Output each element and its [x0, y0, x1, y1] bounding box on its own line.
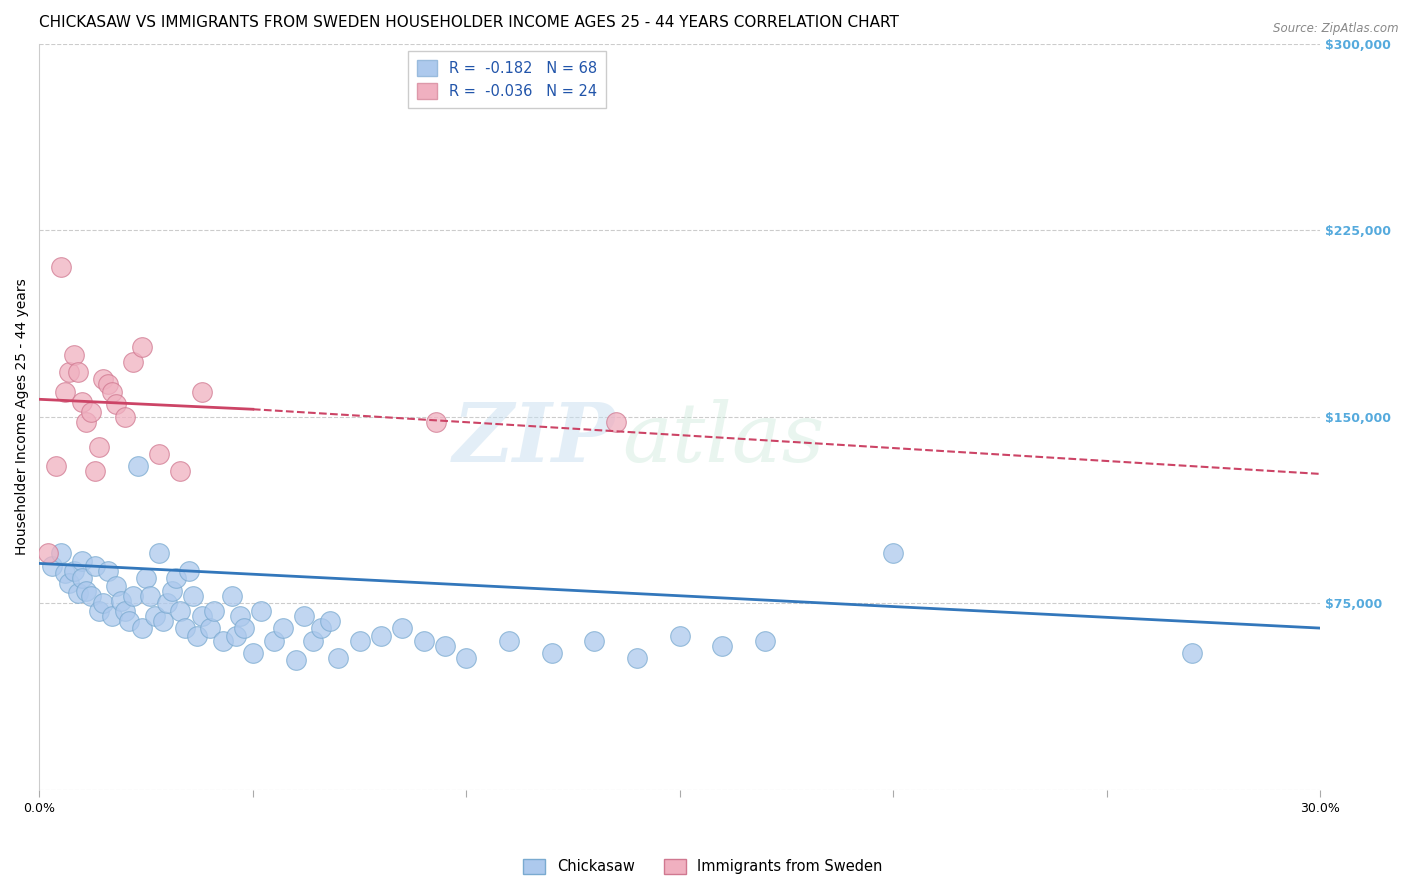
Point [135, 571, 157, 585]
Point [225, 629, 247, 643]
Point [84, 558, 107, 573]
Point [37, 547, 59, 561]
Point [89, 440, 111, 454]
Text: atlas: atlas [621, 399, 824, 479]
Point [605, 415, 627, 429]
Point [198, 621, 221, 635]
Point [456, 651, 478, 665]
Point [58, 576, 80, 591]
Point [370, 629, 392, 643]
Point [49, 260, 72, 275]
Point [284, 653, 307, 667]
Legend: Chickasaw, Immigrants from Sweden: Chickasaw, Immigrants from Sweden [517, 853, 889, 880]
Point [263, 633, 285, 648]
Point [75, 583, 97, 598]
Point [498, 633, 520, 648]
Point [349, 633, 371, 648]
Point [177, 564, 200, 578]
Point [45, 459, 67, 474]
Point [169, 604, 191, 618]
Point [62, 564, 84, 578]
Point [169, 465, 191, 479]
Point [626, 651, 648, 665]
Point [139, 589, 162, 603]
Point [754, 633, 776, 648]
Text: CHICKASAW VS IMMIGRANTS FROM SWEDEN HOUSEHOLDER INCOME AGES 25 - 44 YEARS CORREL: CHICKASAW VS IMMIGRANTS FROM SWEDEN HOUS… [39, 15, 900, 30]
Point [122, 589, 145, 603]
Point [540, 646, 562, 660]
Point [148, 547, 170, 561]
Point [309, 621, 332, 635]
Point [391, 621, 413, 635]
Point [62, 347, 84, 361]
Point [181, 589, 204, 603]
Point [118, 614, 141, 628]
Point [328, 651, 350, 665]
Point [114, 604, 136, 618]
Point [131, 340, 153, 354]
Point [70, 394, 93, 409]
Point [93, 596, 115, 610]
Point [152, 614, 174, 628]
Point [53, 384, 76, 399]
Point [49, 547, 72, 561]
Point [101, 608, 124, 623]
Point [122, 355, 145, 369]
Point [131, 621, 153, 635]
Point [233, 621, 256, 635]
Point [229, 608, 252, 623]
Point [70, 554, 93, 568]
Point [190, 384, 212, 399]
Y-axis label: Householder Income Ages 25 - 44 years: Householder Income Ages 25 - 44 years [15, 278, 30, 555]
Point [79, 589, 101, 603]
Point [882, 547, 904, 561]
Point [75, 415, 97, 429]
Point [79, 405, 101, 419]
Point [93, 372, 115, 386]
Text: Source: ZipAtlas.com: Source: ZipAtlas.com [1274, 22, 1399, 36]
Point [1181, 646, 1204, 660]
Point [97, 564, 120, 578]
Point [212, 633, 235, 648]
Point [58, 365, 80, 379]
Point [221, 589, 243, 603]
Point [114, 409, 136, 424]
Point [41, 558, 63, 573]
Point [89, 604, 111, 618]
Point [66, 365, 89, 379]
Point [156, 596, 179, 610]
Point [250, 604, 273, 618]
Point [105, 397, 128, 411]
Point [204, 604, 226, 618]
Text: ZIP: ZIP [453, 399, 616, 479]
Point [271, 621, 294, 635]
Point [186, 629, 208, 643]
Point [301, 633, 323, 648]
Point [583, 633, 606, 648]
Point [319, 614, 342, 628]
Point [412, 633, 434, 648]
Point [84, 465, 107, 479]
Point [97, 377, 120, 392]
Point [66, 586, 89, 600]
Point [70, 571, 93, 585]
Point [190, 608, 212, 623]
Point [110, 593, 132, 607]
Point [433, 639, 456, 653]
Point [668, 629, 690, 643]
Point [173, 621, 195, 635]
Point [425, 415, 447, 429]
Point [292, 608, 315, 623]
Point [165, 571, 187, 585]
Point [242, 646, 264, 660]
Point [160, 583, 183, 598]
Point [101, 384, 124, 399]
Point [127, 459, 149, 474]
Point [711, 639, 734, 653]
Point [143, 608, 166, 623]
Point [148, 447, 170, 461]
Point [53, 566, 76, 581]
Point [105, 579, 128, 593]
Legend: R =  -0.182   N = 68, R =  -0.036   N = 24: R = -0.182 N = 68, R = -0.036 N = 24 [408, 51, 606, 108]
